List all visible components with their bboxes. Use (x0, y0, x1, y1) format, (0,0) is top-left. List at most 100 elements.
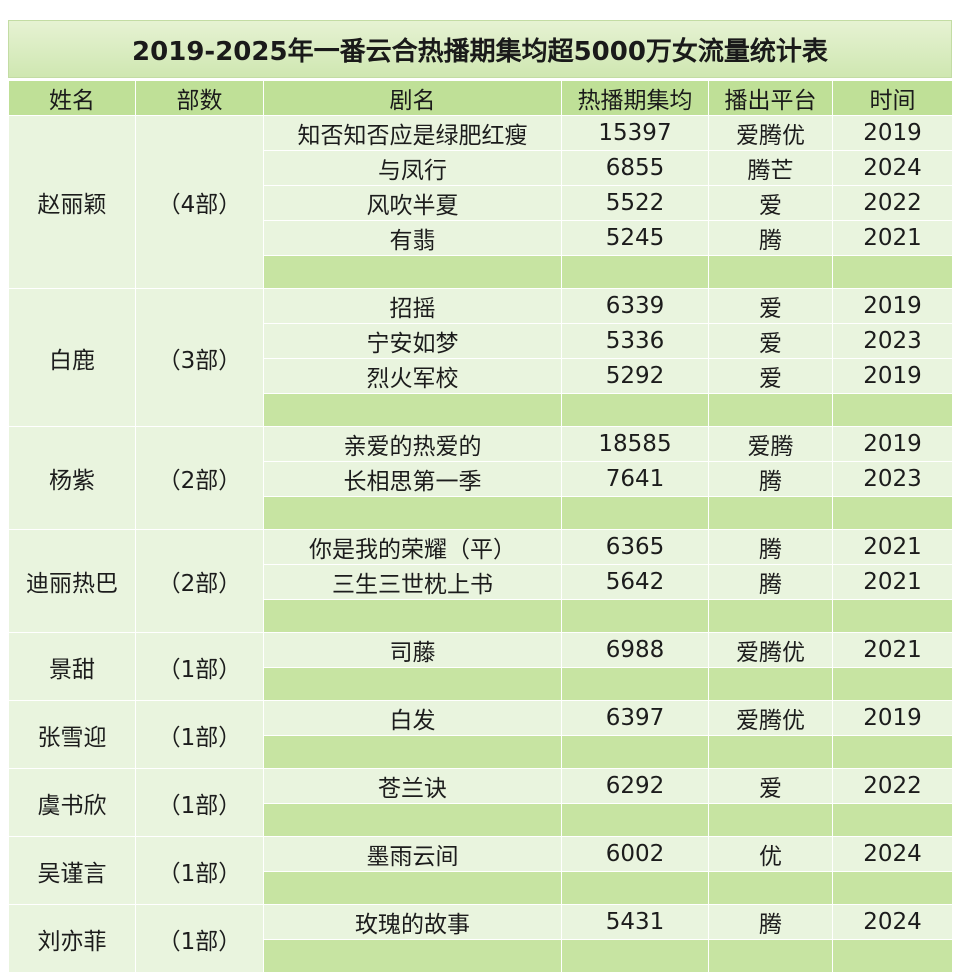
drama-count: （1部） (135, 632, 264, 701)
drama-count: （2部） (135, 529, 264, 633)
drama-platform: 爱腾优 (708, 632, 833, 668)
spacer-cell (263, 871, 562, 905)
spacer-cell (832, 667, 953, 701)
drama-title: 与凤行 (263, 150, 562, 186)
drama-year: 2024 (832, 904, 953, 940)
drama-platform: 爱 (708, 185, 833, 221)
drama-avg: 6292 (561, 768, 709, 804)
spacer-cell (832, 803, 953, 837)
header-name: 姓名 (8, 80, 136, 116)
spacer-cell (561, 939, 709, 973)
drama-title: 知否知否应是绿肥红瘦 (263, 115, 562, 151)
spacer-row (9, 939, 953, 973)
spacer-cell (561, 496, 709, 530)
drama-year: 2021 (832, 529, 953, 565)
table-row: 赵丽颖 （4部） 知否知否应是绿肥红瘦 15397 爱腾优 2019 (8, 115, 953, 289)
actress-name: 虞书欣 (8, 768, 136, 837)
drama-year: 2021 (832, 632, 953, 668)
drama-platform: 优 (708, 836, 833, 872)
spacer-cell (561, 599, 709, 633)
drama-count: （1部） (135, 904, 264, 973)
drama-year: 2021 (832, 220, 953, 256)
table-row: 三生三世枕上书 5642 腾 2021 (9, 564, 953, 600)
spacer-cell (263, 393, 562, 427)
actress-name: 刘亦菲 (8, 904, 136, 973)
drama-count: （4部） (135, 115, 264, 289)
actress-name: 迪丽热巴 (8, 529, 136, 633)
drama-year: 2023 (832, 323, 953, 359)
drama-platform: 爱腾优 (708, 700, 833, 736)
spacer-row (9, 255, 953, 289)
actress-name: 白鹿 (8, 288, 136, 427)
table-row: 虞书欣 （1部） 苍兰诀 6292 爱 2022 (8, 768, 953, 837)
drama-year: 2021 (832, 564, 953, 600)
drama-title: 墨雨云间 (263, 836, 562, 872)
drama-year: 2019 (832, 700, 953, 736)
table-row: 迪丽热巴 （2部） 你是我的荣耀（平） 6365 腾 2021 (8, 529, 953, 633)
spacer-cell (708, 735, 833, 769)
drama-avg: 6339 (561, 288, 709, 324)
drama-title: 司藤 (263, 632, 562, 668)
drama-year: 2023 (832, 461, 953, 497)
spacer-cell (708, 496, 833, 530)
drama-year: 2022 (832, 185, 953, 221)
drama-year: 2019 (832, 426, 953, 462)
header-platform: 播出平台 (708, 80, 833, 116)
header-year: 时间 (832, 80, 953, 116)
actress-name: 张雪迎 (8, 700, 136, 769)
table-row: 景甜 （1部） 司藤 6988 爱腾优 2021 (8, 632, 953, 701)
drama-platform: 腾 (708, 904, 833, 940)
drama-avg: 6397 (561, 700, 709, 736)
spacer-row (9, 393, 953, 427)
drama-avg: 5642 (561, 564, 709, 600)
spacer-cell (832, 939, 953, 973)
spacer-cell (561, 735, 709, 769)
header-drama: 剧名 (263, 80, 562, 116)
table-row: 杨紫 （2部） 亲爱的热爱的 18585 爱腾 2019 (8, 426, 953, 530)
table-row: 张雪迎 （1部） 白发 6397 爱腾优 2019 (8, 700, 953, 769)
drama-platform: 爱 (708, 288, 833, 324)
drama-title: 招摇 (263, 288, 562, 324)
spacer-cell (832, 255, 953, 289)
drama-count: （1部） (135, 768, 264, 837)
drama-platform: 腾 (708, 220, 833, 256)
spacer-cell (263, 803, 562, 837)
drama-platform: 爱 (708, 768, 833, 804)
spacer-cell (832, 871, 953, 905)
spacer-row (9, 496, 953, 530)
drama-title: 烈火军校 (263, 358, 562, 394)
drama-platform: 腾 (708, 529, 833, 565)
table-row: 刘亦菲 （1部） 玫瑰的故事 5431 腾 2024 (8, 904, 953, 973)
drama-avg: 6365 (561, 529, 709, 565)
drama-avg: 6002 (561, 836, 709, 872)
spacer-cell (708, 599, 833, 633)
drama-year: 2019 (832, 358, 953, 394)
spacer-cell (263, 939, 562, 973)
drama-platform: 爱 (708, 358, 833, 394)
drama-title: 玫瑰的故事 (263, 904, 562, 940)
spacer-cell (263, 255, 562, 289)
drama-count: （3部） (135, 288, 264, 427)
header-row: 姓名 部数 剧名 热播期集均 播出平台 时间 (8, 80, 953, 116)
table-row: 烈火军校 5292 爱 2019 (9, 358, 953, 394)
drama-avg: 5245 (561, 220, 709, 256)
drama-platform: 爱腾 (708, 426, 833, 462)
drama-platform: 腾芒 (708, 150, 833, 186)
drama-count: （1部） (135, 836, 264, 905)
spacer-cell (832, 496, 953, 530)
spacer-cell (561, 871, 709, 905)
spacer-cell (561, 255, 709, 289)
drama-title: 有翡 (263, 220, 562, 256)
drama-year: 2019 (832, 288, 953, 324)
table-row: 有翡 5245 腾 2021 (9, 220, 953, 256)
spacer-cell (708, 393, 833, 427)
drama-avg: 15397 (561, 115, 709, 151)
drama-title: 三生三世枕上书 (263, 564, 562, 600)
actress-name: 杨紫 (8, 426, 136, 530)
drama-title: 宁安如梦 (263, 323, 562, 359)
spacer-cell (263, 599, 562, 633)
table-row: 宁安如梦 5336 爱 2023 (9, 323, 953, 359)
spacer-cell (708, 667, 833, 701)
drama-title: 白发 (263, 700, 562, 736)
